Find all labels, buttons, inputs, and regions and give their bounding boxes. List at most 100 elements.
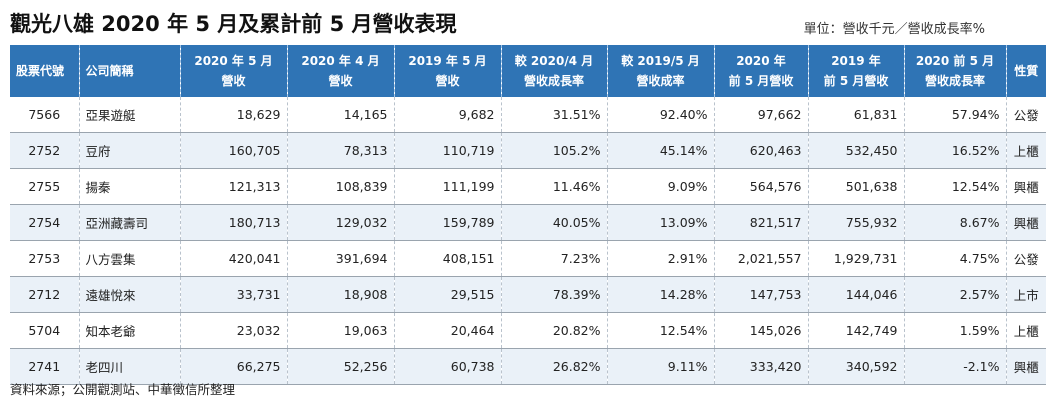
cell-revenue-2020-may: 180,713: [180, 204, 288, 241]
cell-growth-ytd: 4.75%: [904, 240, 1007, 277]
cell-revenue-2020-may: 420,041: [180, 240, 288, 277]
cell-growth-yoy: 9.09%: [607, 168, 715, 205]
cell-revenue-2020-apr: 129,032: [287, 204, 395, 241]
cell-growth-mom: 7.23%: [501, 240, 608, 277]
cell-company-name: 老四川: [79, 348, 181, 385]
cell-stock-code: 5704: [10, 312, 80, 349]
cell-growth-ytd: 1.59%: [904, 312, 1007, 349]
cell-stock-code: 2755: [10, 168, 80, 205]
cell-revenue-2019-may: 60,738: [394, 348, 502, 385]
cell-revenue-2020-ytd: 2,021,557: [714, 240, 809, 277]
page-title: 觀光八雄 2020 年 5 月及累計前 5 月營收表現: [10, 12, 457, 36]
cell-revenue-2020-ytd: 620,463: [714, 132, 809, 169]
cell-growth-mom: 26.82%: [501, 348, 608, 385]
cell-revenue-2020-apr: 52,256: [287, 348, 395, 385]
table-row: 5704 知本老爺 23,032 19,063 20,464 20.82% 12.54% 14…: [10, 312, 1046, 349]
cell-listing-type: 公發: [1006, 97, 1046, 133]
cell-stock-code: 2754: [10, 204, 80, 241]
header-2020-apr-revenue: 2020 年 4 月營收: [287, 45, 395, 97]
cell-growth-yoy: 13.09%: [607, 204, 715, 241]
cell-listing-type: 上櫃: [1006, 312, 1046, 349]
cell-growth-mom: 11.46%: [501, 168, 608, 205]
cell-revenue-2020-may: 160,705: [180, 132, 288, 169]
cell-revenue-2020-may: 66,275: [180, 348, 288, 385]
cell-revenue-2019-ytd: 1,929,731: [808, 240, 905, 277]
cell-revenue-2019-ytd: 340,592: [808, 348, 905, 385]
source-note: 資料來源；公開觀測站、中華徵信所整理: [10, 382, 236, 397]
cell-growth-ytd: 8.67%: [904, 204, 1007, 241]
cell-growth-ytd: 57.94%: [904, 97, 1007, 133]
table-row: 2753 八方雲集 420,041 391,694 408,151 7.23% 2.91% 2…: [10, 240, 1046, 277]
cell-growth-ytd: 16.52%: [904, 132, 1007, 169]
cell-listing-type: 公發: [1006, 240, 1046, 277]
cell-revenue-2020-apr: 108,839: [287, 168, 395, 205]
cell-revenue-2019-ytd: 501,638: [808, 168, 905, 205]
cell-listing-type: 興櫃: [1006, 168, 1046, 205]
cell-revenue-2019-ytd: 142,749: [808, 312, 905, 349]
cell-revenue-2019-may: 9,682: [394, 97, 502, 133]
cell-listing-type: 興櫃: [1006, 348, 1046, 385]
cell-stock-code: 7566: [10, 97, 80, 133]
header-yoy-growth: 較 2019/5 月營收成率: [607, 45, 715, 97]
cell-revenue-2019-may: 159,789: [394, 204, 502, 241]
cell-company-name: 揚秦: [79, 168, 181, 205]
cell-growth-mom: 40.05%: [501, 204, 608, 241]
header-stock-code: 股票代號: [10, 45, 80, 97]
cell-growth-mom: 105.2%: [501, 132, 608, 169]
header-ytd-growth: 2020 前 5 月營收成長率: [904, 45, 1007, 97]
cell-revenue-2020-apr: 14,165: [287, 97, 395, 133]
cell-revenue-2020-ytd: 97,662: [714, 97, 809, 133]
cell-revenue-2020-ytd: 145,026: [714, 312, 809, 349]
cell-listing-type: 上櫃: [1006, 132, 1046, 169]
cell-stock-code: 2741: [10, 348, 80, 385]
revenue-table: 股票代號 公司簡稱 2020 年 5 月營收 2020 年 4 月營收 2019…: [10, 45, 1046, 385]
cell-company-name: 豆府: [79, 132, 181, 169]
header-2019-ytd-revenue: 2019 年前 5 月營收: [808, 45, 905, 97]
cell-listing-type: 上市: [1006, 276, 1046, 313]
cell-revenue-2019-ytd: 755,932: [808, 204, 905, 241]
table-row: 2755 揚秦 121,313 108,839 111,199 11.46% 9.09% 56…: [10, 168, 1046, 205]
table-row: 7566 亞果遊艇 18,629 14,165 9,682 31.51% 92.40% 97,…: [10, 97, 1046, 133]
cell-growth-yoy: 92.40%: [607, 97, 715, 133]
unit-note: 單位：營收千元／營收成長率%: [803, 22, 985, 37]
cell-growth-ytd: 2.57%: [904, 276, 1007, 313]
cell-company-name: 遠雄悅來: [79, 276, 181, 313]
cell-company-name: 亞果遊艇: [79, 97, 181, 133]
cell-revenue-2019-may: 29,515: [394, 276, 502, 313]
cell-growth-yoy: 12.54%: [607, 312, 715, 349]
header-2019-may-revenue: 2019 年 5 月營收: [394, 45, 502, 97]
header-2020-ytd-revenue: 2020 年前 5 月營收: [714, 45, 809, 97]
cell-growth-yoy: 45.14%: [607, 132, 715, 169]
header-mom-growth: 較 2020/4 月營收成長率: [501, 45, 608, 97]
table-header-row: 股票代號 公司簡稱 2020 年 5 月營收 2020 年 4 月營收 2019…: [10, 45, 1046, 97]
cell-company-name: 八方雲集: [79, 240, 181, 277]
cell-revenue-2020-may: 23,032: [180, 312, 288, 349]
cell-revenue-2020-may: 121,313: [180, 168, 288, 205]
cell-revenue-2019-ytd: 532,450: [808, 132, 905, 169]
cell-growth-yoy: 2.91%: [607, 240, 715, 277]
cell-revenue-2020-ytd: 147,753: [714, 276, 809, 313]
table-row: 2752 豆府 160,705 78,313 110,719 105.2% 45.14% 62…: [10, 132, 1046, 169]
table-row: 2712 遠雄悅來 33,731 18,908 29,515 78.39% 14.28% 14…: [10, 276, 1046, 313]
table-row: 2754 亞洲藏壽司 180,713 129,032 159,789 40.05% 13.0…: [10, 204, 1046, 241]
cell-revenue-2020-ytd: 821,517: [714, 204, 809, 241]
cell-revenue-2019-may: 111,199: [394, 168, 502, 205]
cell-company-name: 亞洲藏壽司: [79, 204, 181, 241]
cell-revenue-2019-may: 110,719: [394, 132, 502, 169]
header-company-name: 公司簡稱: [79, 45, 181, 97]
cell-listing-type: 興櫃: [1006, 204, 1046, 241]
cell-revenue-2020-apr: 19,063: [287, 312, 395, 349]
cell-revenue-2020-may: 33,731: [180, 276, 288, 313]
cell-revenue-2019-may: 20,464: [394, 312, 502, 349]
cell-growth-ytd: -2.1%: [904, 348, 1007, 385]
cell-growth-ytd: 12.54%: [904, 168, 1007, 205]
cell-revenue-2020-apr: 78,313: [287, 132, 395, 169]
header-2020-may-revenue: 2020 年 5 月營收: [180, 45, 288, 97]
cell-revenue-2020-ytd: 333,420: [714, 348, 809, 385]
cell-stock-code: 2712: [10, 276, 80, 313]
cell-stock-code: 2753: [10, 240, 80, 277]
cell-revenue-2020-may: 18,629: [180, 97, 288, 133]
header-listing-type: 性質: [1006, 45, 1046, 97]
cell-revenue-2020-ytd: 564,576: [714, 168, 809, 205]
cell-growth-yoy: 14.28%: [607, 276, 715, 313]
